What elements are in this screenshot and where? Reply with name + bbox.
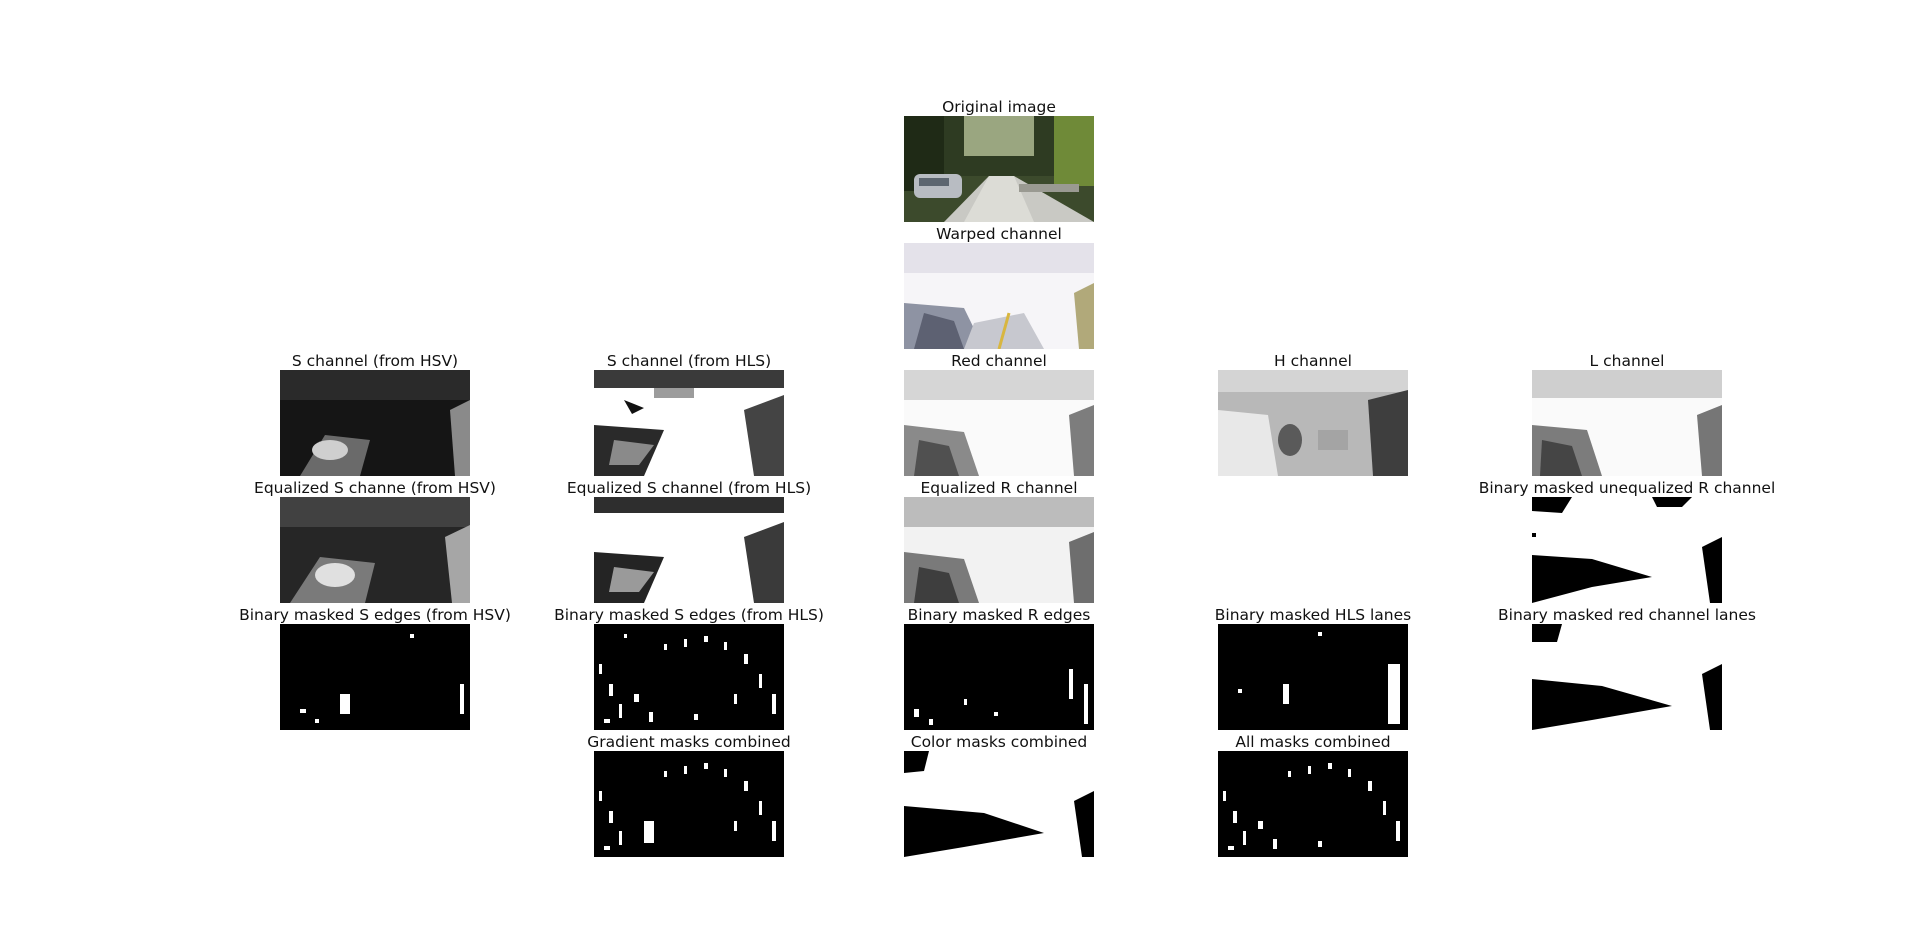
gradient-masks-combined-image [594, 751, 784, 857]
panel-title: Gradient masks combined [587, 733, 791, 751]
binary-r-edges-image [904, 624, 1094, 730]
panel-title: H channel [1274, 352, 1352, 370]
s-channel-hsv-image [280, 370, 470, 476]
equalized-r-image [904, 497, 1094, 603]
panel-binary-hls-lanes: Binary masked HLS lanes [1215, 606, 1411, 730]
binary-hls-lanes-image [1218, 624, 1408, 730]
panel-gradient-masks-combined: Gradient masks combined [587, 733, 791, 857]
panel-title: Color masks combined [910, 733, 1088, 751]
panel-equalized-s-hls: Equalized S channel (from HLS) [567, 479, 811, 603]
original-image [904, 116, 1094, 222]
binary-red-lanes-image [1532, 624, 1722, 730]
color-masks-combined-image [904, 751, 1094, 857]
panel-s-channel-hsv: S channel (from HSV) [280, 352, 470, 476]
binary-unequalized-r-image [1532, 497, 1722, 603]
panel-title: Binary masked red channel lanes [1498, 606, 1756, 624]
panel-equalized-s-hsv: Equalized S channe (from HSV) [254, 479, 496, 603]
panel-all-masks-combined: All masks combined [1218, 733, 1408, 857]
panel-binary-red-lanes: Binary masked red channel lanes [1498, 606, 1756, 730]
panel-binary-unequalized-r: Binary masked unequalized R channel [1479, 479, 1775, 603]
panel-s-channel-hls: S channel (from HLS) [594, 352, 784, 476]
panel-title: Binary masked R edges [907, 606, 1091, 624]
panel-binary-s-edges-hls: Binary masked S edges (from HLS) [554, 606, 824, 730]
panel-color-masks-combined: Color masks combined [904, 733, 1094, 857]
panel-title: Binary masked HLS lanes [1214, 606, 1412, 624]
panel-title: Equalized R channel [920, 479, 1078, 497]
panel-title: Binary masked S edges (from HLS) [554, 606, 824, 624]
panel-title: Original image [942, 98, 1056, 116]
panel-title: All masks combined [1235, 733, 1391, 751]
panel-title: L channel [1589, 352, 1665, 370]
panel-binary-s-edges-hsv: Binary masked S edges (from HSV) [239, 606, 511, 730]
panel-warped-channel: Warped channel [904, 225, 1094, 349]
warped-channel-image [904, 243, 1094, 349]
panel-title: Equalized S channel (from HLS) [566, 479, 812, 497]
panel-l-channel: L channel [1532, 352, 1722, 476]
panel-original-image: Original image [904, 98, 1094, 222]
panel-title: Warped channel [936, 225, 1062, 243]
all-masks-combined-image [1218, 751, 1408, 857]
panel-title: Binary masked S edges (from HSV) [239, 606, 511, 624]
equalized-s-hsv-image [280, 497, 470, 603]
h-channel-image [1218, 370, 1408, 476]
panel-equalized-r: Equalized R channel [904, 479, 1094, 603]
binary-s-edges-hls-image [594, 624, 784, 730]
panel-title: Binary masked unequalized R channel [1478, 479, 1776, 497]
panel-title: S channel (from HSV) [291, 352, 459, 370]
panel-title: S channel (from HLS) [606, 352, 772, 370]
l-channel-image [1532, 370, 1722, 476]
red-channel-image [904, 370, 1094, 476]
panel-h-channel: H channel [1218, 352, 1408, 476]
s-channel-hls-image [594, 370, 784, 476]
panel-red-channel: Red channel [904, 352, 1094, 476]
panel-title: Equalized S channe (from HSV) [254, 479, 496, 497]
equalized-s-hls-image [594, 497, 784, 603]
panel-title: Red channel [951, 352, 1047, 370]
binary-s-edges-hsv-image [280, 624, 470, 730]
panel-binary-r-edges: Binary masked R edges [904, 606, 1094, 730]
